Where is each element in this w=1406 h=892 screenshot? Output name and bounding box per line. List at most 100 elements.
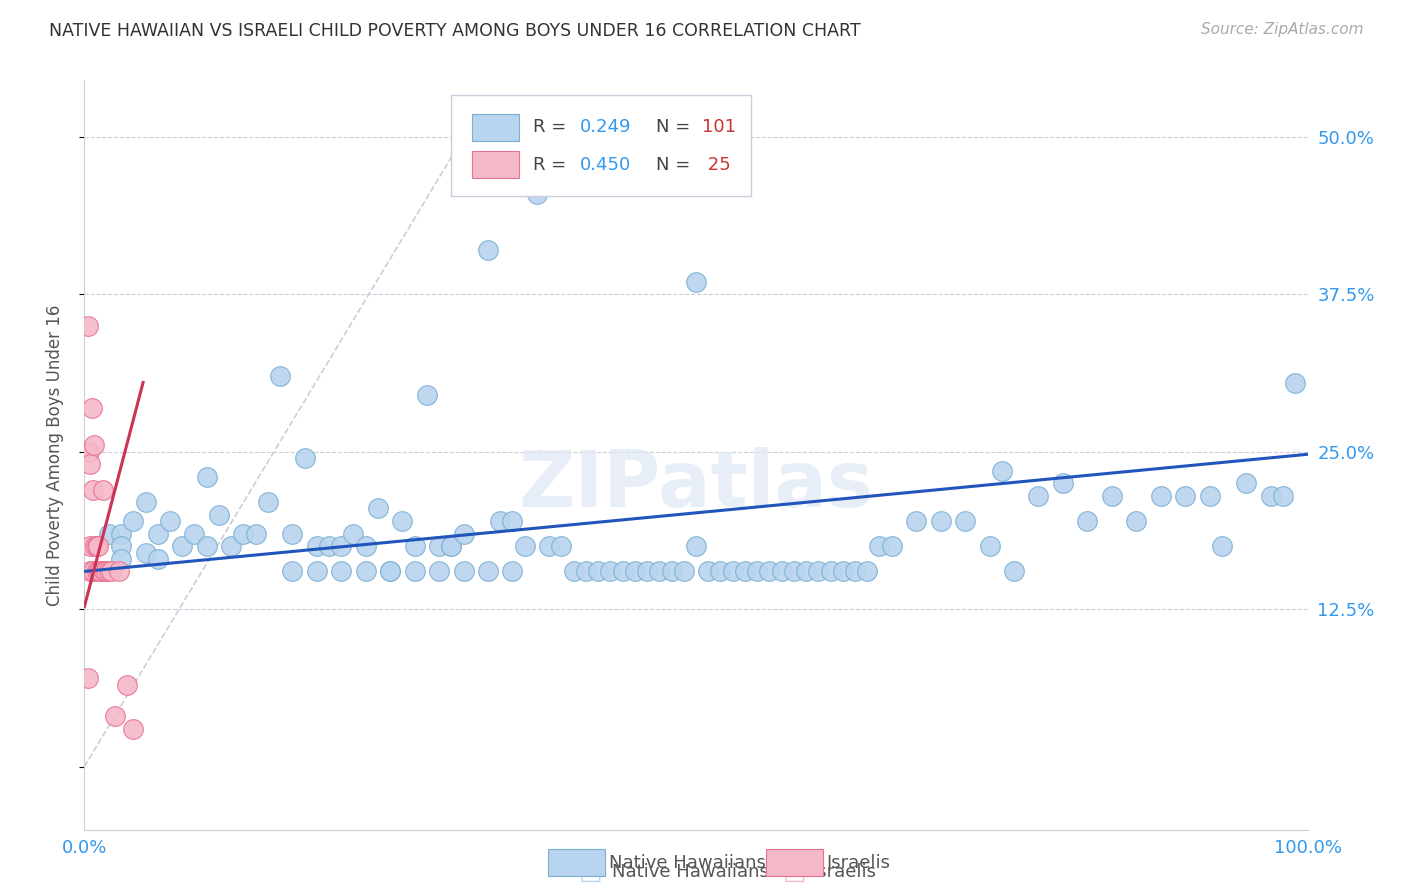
Text: ZIPatlas: ZIPatlas <box>519 447 873 523</box>
Point <box>807 565 830 579</box>
Point <box>100 565 122 579</box>
Point <box>856 565 879 579</box>
Point <box>477 565 499 579</box>
Point <box>84 539 107 553</box>
Point <box>538 539 561 553</box>
Point <box>416 388 439 402</box>
Point <box>1125 514 1147 528</box>
Point <box>89 565 111 579</box>
FancyBboxPatch shape <box>472 152 519 178</box>
Point <box>1174 489 1197 503</box>
Point <box>354 565 377 579</box>
Point <box>115 678 138 692</box>
Text: Source: ZipAtlas.com: Source: ZipAtlas.com <box>1201 22 1364 37</box>
Point <box>330 539 353 553</box>
Point <box>758 565 780 579</box>
Point <box>1260 489 1282 503</box>
Point <box>159 514 181 528</box>
Point <box>624 565 647 579</box>
Point <box>79 539 101 553</box>
Point <box>562 565 585 579</box>
Point <box>281 565 304 579</box>
Point <box>991 464 1014 478</box>
Point <box>305 539 328 553</box>
Point <box>195 539 218 553</box>
Point <box>721 565 744 579</box>
Point <box>831 565 853 579</box>
Point <box>380 565 402 579</box>
Point <box>330 565 353 579</box>
Point <box>122 514 145 528</box>
Point <box>135 495 157 509</box>
Point <box>97 526 120 541</box>
Text: Native Hawaiians: Native Hawaiians <box>612 863 769 881</box>
Point <box>513 539 536 553</box>
Point <box>91 483 114 497</box>
Text: Israelis: Israelis <box>813 863 877 881</box>
Point <box>440 539 463 553</box>
Point <box>1284 376 1306 390</box>
Text: Israelis: Israelis <box>827 854 891 871</box>
Point <box>79 565 101 579</box>
Point <box>820 565 842 579</box>
Point <box>440 539 463 553</box>
Text: NATIVE HAWAIIAN VS ISRAELI CHILD POVERTY AMONG BOYS UNDER 16 CORRELATION CHART: NATIVE HAWAIIAN VS ISRAELI CHILD POVERTY… <box>49 22 860 40</box>
Text: R =: R = <box>533 119 567 136</box>
Point <box>380 565 402 579</box>
Text: Native Hawaiians: Native Hawaiians <box>609 854 766 871</box>
Point <box>929 514 952 528</box>
Text: 25: 25 <box>702 156 731 174</box>
Point <box>107 565 129 579</box>
Point <box>747 565 769 579</box>
Text: □: □ <box>579 861 602 884</box>
Text: 0.450: 0.450 <box>579 156 631 174</box>
Point <box>709 565 731 579</box>
Point <box>86 539 108 553</box>
Point <box>1028 489 1050 503</box>
Point <box>110 551 132 566</box>
Point <box>648 565 671 579</box>
Point <box>77 672 100 686</box>
Point <box>97 565 120 579</box>
Point <box>83 438 105 452</box>
Point <box>770 565 793 579</box>
Point <box>294 451 316 466</box>
Point <box>1076 514 1098 528</box>
Point <box>104 709 127 723</box>
Point <box>79 458 101 472</box>
Point <box>219 539 242 553</box>
Point <box>245 526 267 541</box>
Point <box>281 526 304 541</box>
Point <box>183 526 205 541</box>
Point <box>1198 489 1220 503</box>
Point <box>232 526 254 541</box>
Point <box>110 526 132 541</box>
Point <box>453 526 475 541</box>
Text: □: □ <box>783 861 806 884</box>
Point <box>1101 489 1123 503</box>
Text: 0.249: 0.249 <box>579 119 631 136</box>
Point <box>880 539 903 553</box>
Point <box>77 318 100 333</box>
Point <box>87 539 110 553</box>
Point <box>391 514 413 528</box>
Point <box>526 186 548 201</box>
Point <box>1211 539 1233 553</box>
Point <box>93 565 115 579</box>
Point <box>905 514 928 528</box>
Point <box>427 539 450 553</box>
Point <box>135 545 157 559</box>
Point <box>269 369 291 384</box>
Point <box>794 565 817 579</box>
Point <box>489 514 512 528</box>
Point <box>82 483 104 497</box>
Point <box>404 565 426 579</box>
Point <box>110 539 132 553</box>
FancyBboxPatch shape <box>472 114 519 141</box>
Point <box>427 565 450 579</box>
Point <box>453 565 475 579</box>
Point <box>404 539 426 553</box>
Point <box>122 722 145 736</box>
Point <box>1150 489 1173 503</box>
Point <box>550 539 572 553</box>
